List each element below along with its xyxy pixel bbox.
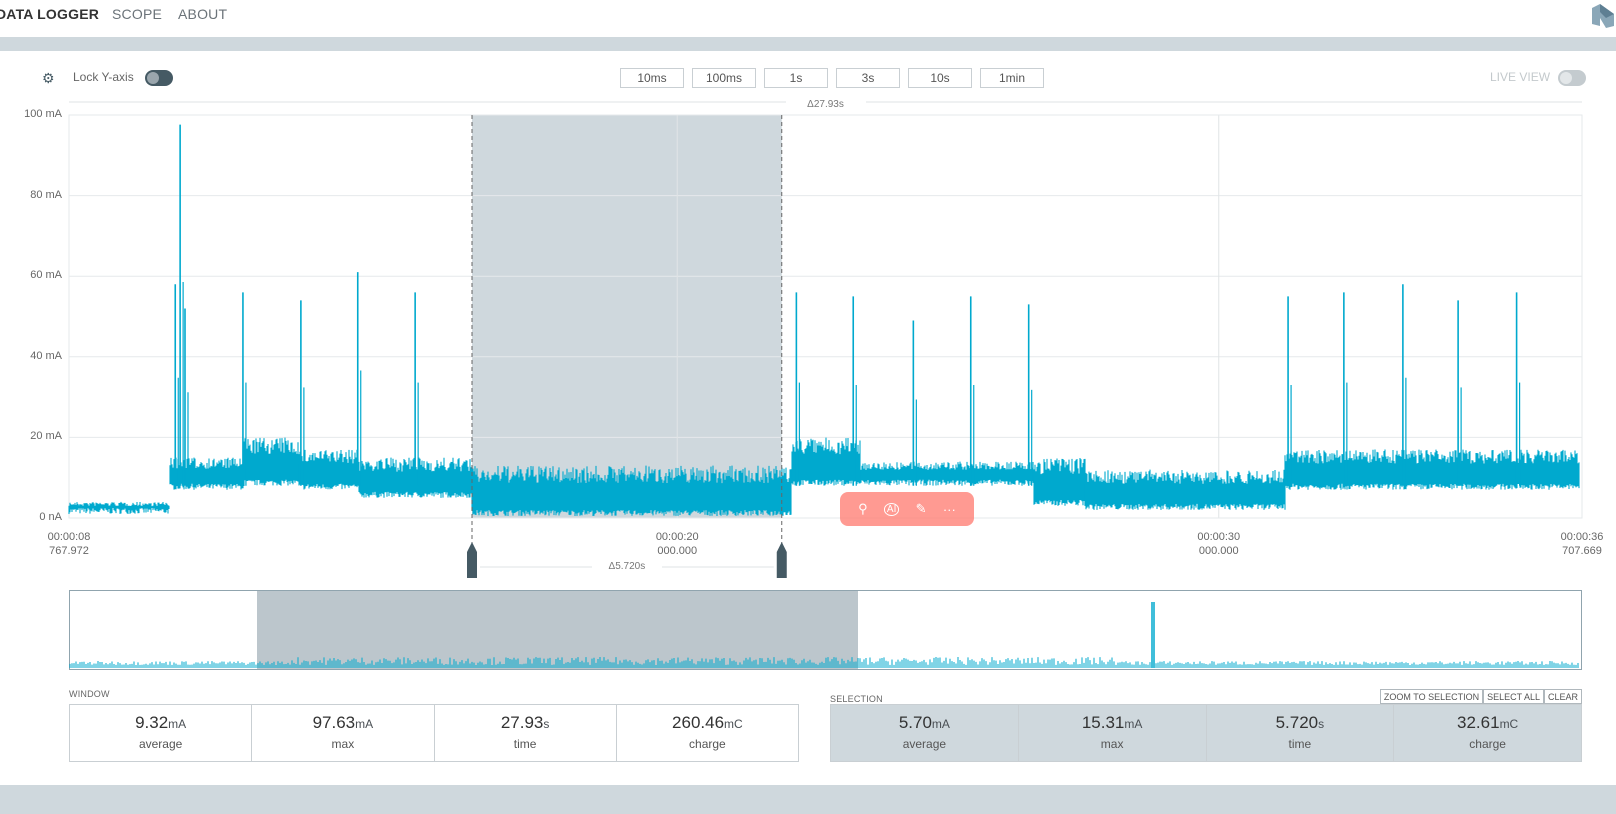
window-delta-label: Δ27.93s: [785, 99, 866, 110]
ai-icon[interactable]: AI: [883, 502, 900, 516]
x-tick-label: 00:00:36: [1560, 531, 1604, 543]
stat-label: max: [331, 737, 355, 751]
stat-label: time: [513, 737, 537, 751]
stat-value: 27.93: [500, 713, 544, 732]
select-all-button[interactable]: SELECT ALL: [1483, 689, 1544, 704]
window-button-10ms[interactable]: 10ms: [620, 68, 684, 88]
x-tick-label: 00:00:08: [47, 531, 91, 543]
stat-value: 5.70: [898, 713, 932, 732]
stat-label: average: [902, 737, 947, 751]
selection-panel: SELECTION ZOOM TO SELECTION SELECT ALL C…: [830, 686, 1582, 762]
stat-unit: s: [543, 717, 550, 731]
search-icon[interactable]: ⚲: [858, 501, 868, 516]
signal-segment: [860, 461, 1034, 486]
y-tick-label: 80 mA: [30, 188, 62, 201]
window-label: WINDOW: [69, 689, 110, 699]
y-tick-label: 60 mA: [30, 269, 62, 282]
signal-segment: [298, 449, 359, 490]
window-button-1s[interactable]: 1s: [764, 68, 828, 88]
selection-handle[interactable]: [467, 542, 478, 578]
y-tick-label: 20 mA: [30, 430, 62, 443]
signal-segment: [791, 437, 861, 486]
stat-value: 5.720: [1275, 713, 1319, 732]
window-panel: WINDOW 9.32mA average 97.63mA max 27.93s time…: [69, 689, 799, 762]
signal-segment: [1033, 458, 1086, 506]
logo-icon: [1592, 4, 1614, 28]
settings-gear-icon[interactable]: ⚙: [42, 70, 55, 86]
signal-segment: [358, 457, 473, 498]
live-view-label: LIVE VIEW: [1490, 70, 1551, 84]
lock-y-axis-label: Lock Y-axis: [73, 70, 134, 84]
stat-label: average: [138, 737, 183, 751]
stat-max: 15.31mA max: [1019, 705, 1207, 761]
stat-time: 5.720s time: [1207, 705, 1395, 761]
x-tick-label: 00:00:20: [655, 531, 699, 543]
y-tick-label: 0 nA: [39, 511, 62, 523]
current-chart[interactable]: [0, 90, 1616, 590]
signal-segment: [243, 437, 299, 486]
x-tick-label: 000.000: [657, 545, 698, 557]
signal-segment: [68, 501, 170, 514]
stat-unit: mA: [355, 717, 374, 731]
signal-segment: [471, 465, 792, 516]
floating-toolbar: ⚲ AI ✎ ···: [840, 492, 974, 526]
plot-frame: [68, 114, 1583, 519]
stat-label: charge: [1469, 737, 1506, 751]
header-divider: [0, 37, 1616, 51]
minimap-spike: [1151, 602, 1155, 668]
signal-segment: [1084, 469, 1286, 510]
stat-average: 9.32mA average: [70, 705, 253, 761]
footer-bar: [0, 785, 1616, 814]
x-tick-label: 767.972: [49, 545, 89, 557]
stat-unit: mC: [724, 717, 743, 731]
zoom-to-selection-button[interactable]: ZOOM TO SELECTION: [1379, 689, 1484, 704]
stat-value: 97.63: [312, 713, 356, 732]
signal-segment: [1284, 449, 1580, 490]
signal-segment: [169, 457, 245, 490]
window-button-100ms[interactable]: 100ms: [692, 68, 756, 88]
stat-label: charge: [689, 737, 726, 751]
minimap-signal: [69, 657, 1579, 668]
stat-unit: s: [1318, 717, 1325, 731]
window-button-1min[interactable]: 1min: [980, 68, 1044, 88]
x-tick-label: 000.000: [1198, 545, 1239, 557]
nav-scope[interactable]: SCOPE: [112, 6, 163, 22]
nav-about[interactable]: ABOUT: [178, 6, 228, 22]
live-view-toggle[interactable]: [1558, 70, 1586, 86]
overview-minimap[interactable]: [69, 590, 1582, 670]
stat-charge: 260.46mC charge: [617, 705, 798, 761]
minimap-window-region[interactable]: [257, 591, 858, 669]
stat-value: 260.46: [672, 713, 725, 732]
stat-max: 97.63mA max: [252, 705, 435, 761]
x-tick-label: 00:00:30: [1197, 531, 1241, 543]
selection-label: SELECTION: [830, 694, 883, 704]
y-tick-label: 100 mA: [24, 108, 62, 120]
stat-charge: 32.61mC charge: [1394, 705, 1581, 761]
stat-unit: mC: [1499, 717, 1519, 731]
x-tick-label: 707.669: [1562, 545, 1602, 557]
window-button-3s[interactable]: 3s: [836, 68, 900, 88]
clear-button[interactable]: CLEAR: [1543, 689, 1582, 704]
stat-average: 5.70mA average: [831, 705, 1019, 761]
stat-unit: mA: [168, 717, 187, 731]
lock-y-axis-toggle[interactable]: [145, 70, 173, 86]
magic-pen-icon[interactable]: ✎: [915, 501, 927, 516]
stat-label: max: [1100, 737, 1124, 751]
more-icon[interactable]: ···: [942, 501, 956, 517]
stat-label: time: [1288, 737, 1312, 751]
selection-region[interactable]: [472, 115, 782, 518]
stat-unit: mA: [1124, 717, 1143, 731]
selection-delta-label: Δ5.720s: [591, 561, 662, 572]
y-tick-label: 40 mA: [30, 349, 62, 362]
nav-data-logger[interactable]: DATA LOGGER: [0, 6, 100, 22]
stat-unit: mA: [931, 717, 950, 731]
selection-handle[interactable]: [776, 542, 787, 578]
stat-value: 15.31: [1081, 713, 1125, 732]
window-button-10s[interactable]: 10s: [908, 68, 972, 88]
stat-value: 9.32: [135, 713, 169, 732]
stat-value: 32.61: [1457, 713, 1500, 732]
stat-time: 27.93s time: [435, 705, 617, 761]
